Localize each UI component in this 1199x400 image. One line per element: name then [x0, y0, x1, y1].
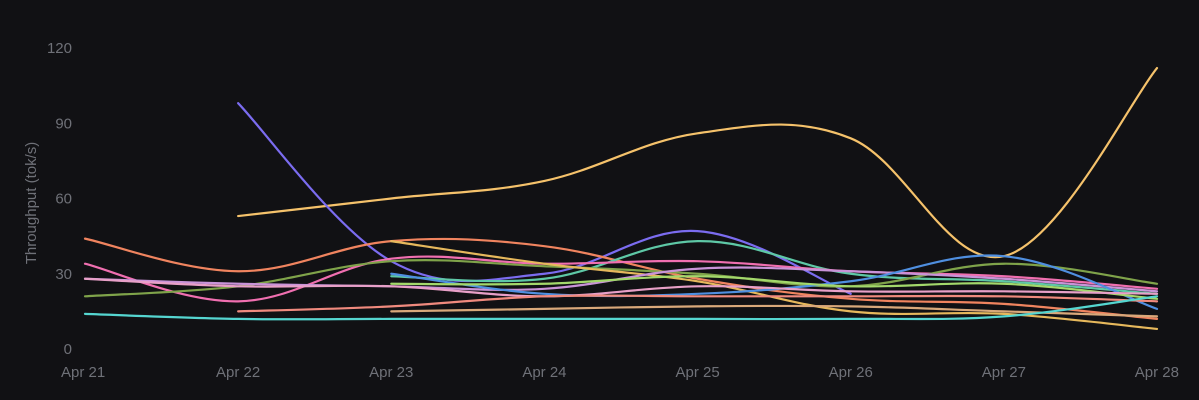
- x-tick-label: Apr 28: [1135, 364, 1179, 381]
- y-axis-ticks: 0 30 60 90 120: [47, 40, 72, 358]
- x-tick-label: Apr 21: [61, 364, 105, 381]
- series-line-2: [237, 102, 852, 295]
- y-tick-label: 120: [47, 40, 72, 57]
- x-tick-label: Apr 22: [216, 364, 260, 381]
- series-line-10: [390, 275, 1159, 300]
- series-line-4: [390, 240, 1159, 295]
- series-lines: [83, 66, 1159, 331]
- series-line-1: [237, 66, 1159, 259]
- y-tick-label: 0: [64, 341, 72, 358]
- series-line-11: [83, 277, 1159, 298]
- x-tick-label: Apr 24: [522, 364, 566, 381]
- y-tick-label: 30: [55, 266, 72, 283]
- series-line-12: [237, 294, 1159, 313]
- series-line-13: [390, 304, 1159, 318]
- series-line-5: [83, 255, 1159, 303]
- y-tick-label: 90: [55, 115, 72, 132]
- x-tick-label: Apr 25: [675, 364, 719, 381]
- x-tick-label: Apr 26: [829, 364, 873, 381]
- x-axis-ticks: Apr 21 Apr 22 Apr 23 Apr 24 Apr 25 Apr 26 Apr …: [61, 364, 1179, 381]
- y-axis-label: Throughput (tok/s): [23, 142, 40, 265]
- y-tick-label: 60: [55, 191, 72, 208]
- series-line-14: [83, 295, 1159, 321]
- x-tick-label: Apr 23: [369, 364, 413, 381]
- x-tick-label: Apr 27: [982, 364, 1026, 381]
